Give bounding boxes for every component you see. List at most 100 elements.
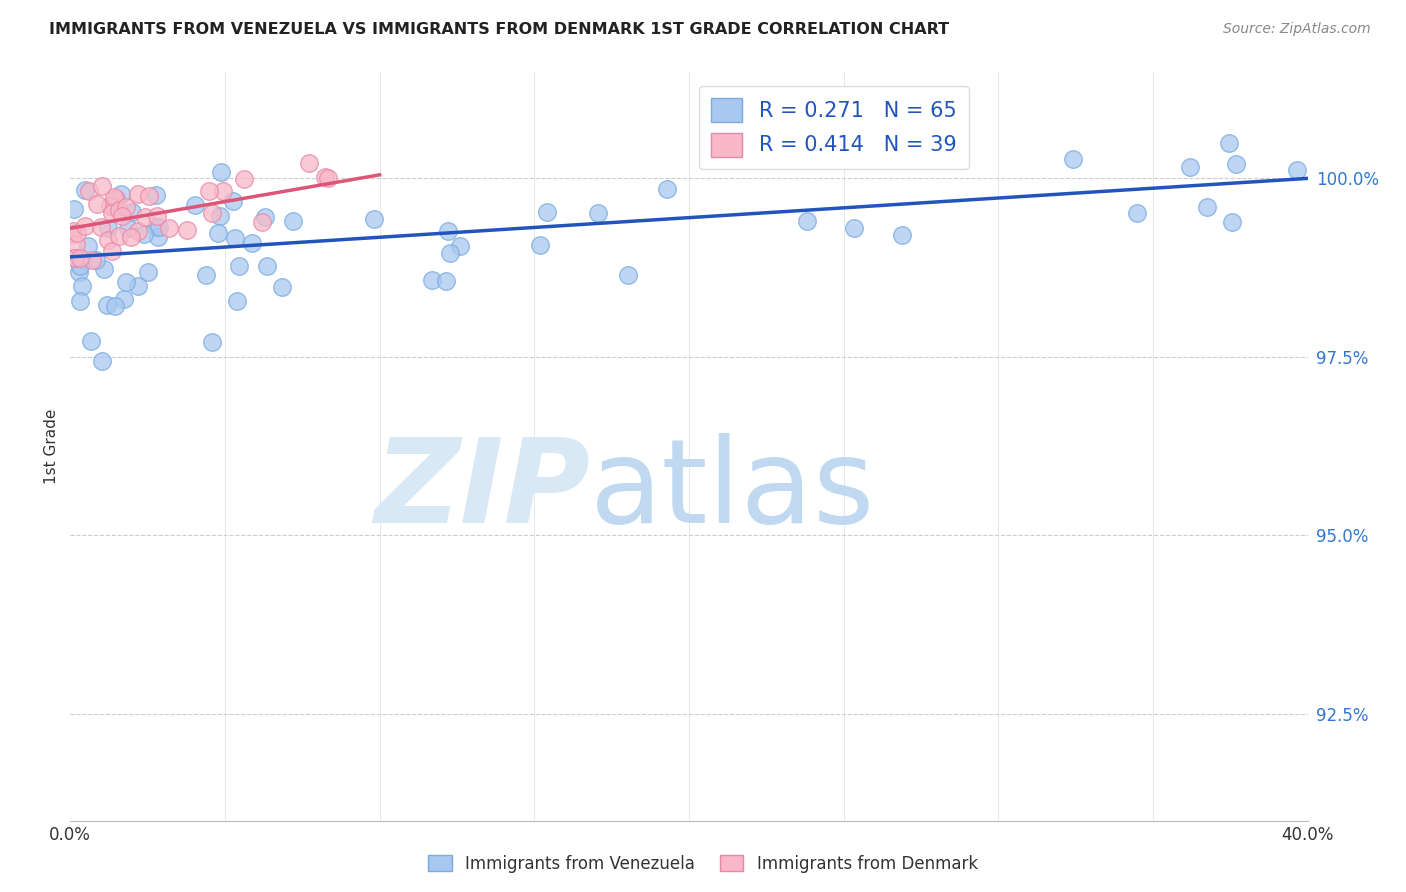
Point: [117, 221, 139, 235]
Point: [145, 219, 167, 234]
Point: [76, 239, 98, 253]
Point: [91, 178, 114, 193]
Point: [226, 293, 249, 308]
Point: [86, 197, 108, 211]
Point: [96, 298, 118, 312]
Point: [252, 214, 274, 228]
Point: [148, 220, 170, 235]
Point: [616, 268, 638, 282]
Point: [1178, 160, 1201, 174]
Point: [134, 211, 156, 225]
Point: [439, 246, 461, 260]
Point: [72, 252, 94, 267]
Point: [298, 155, 321, 169]
Point: [107, 203, 129, 218]
Point: [1225, 157, 1247, 171]
Point: [132, 227, 155, 242]
Point: [201, 334, 224, 349]
Point: [97, 233, 120, 247]
Point: [101, 244, 124, 258]
Point: [201, 206, 224, 220]
Point: [91, 353, 114, 368]
Point: [80, 334, 103, 348]
Point: [796, 213, 818, 227]
Point: [176, 222, 198, 236]
Text: atlas: atlas: [591, 434, 876, 549]
Point: [90, 219, 112, 234]
Point: [434, 274, 457, 288]
Point: [112, 292, 135, 306]
Point: [65, 236, 87, 251]
Point: [208, 209, 231, 223]
Point: [66, 226, 89, 240]
Point: [224, 231, 246, 245]
Point: [115, 276, 138, 290]
Point: [271, 280, 294, 294]
Point: [842, 221, 865, 235]
Point: [240, 235, 263, 250]
Point: [77, 184, 100, 198]
Point: [146, 230, 169, 244]
Point: [1195, 200, 1218, 214]
Point: [80, 253, 103, 268]
Point: [145, 188, 167, 202]
Point: [73, 219, 96, 233]
Point: [138, 188, 160, 202]
Point: [890, 227, 912, 242]
Text: Source: ZipAtlas.com: Source: ZipAtlas.com: [1223, 22, 1371, 37]
Point: [228, 259, 250, 273]
Point: [120, 229, 142, 244]
Point: [69, 251, 91, 265]
Point: [655, 182, 678, 196]
Point: [209, 165, 232, 179]
Legend: R = 0.271   N = 65, R = 0.414   N = 39: R = 0.271 N = 65, R = 0.414 N = 39: [699, 86, 969, 169]
Point: [146, 209, 169, 223]
Point: [100, 199, 122, 213]
Point: [115, 200, 138, 214]
Point: [212, 184, 235, 198]
Point: [1125, 206, 1147, 220]
Point: [232, 172, 254, 186]
Point: [67, 265, 90, 279]
Point: [420, 273, 443, 287]
Point: [72, 279, 94, 293]
Point: [449, 239, 471, 253]
Point: [222, 194, 245, 209]
Point: [69, 260, 91, 274]
Point: [127, 279, 149, 293]
Point: [314, 169, 336, 184]
Point: [63, 251, 86, 265]
Point: [157, 220, 180, 235]
Point: [100, 206, 122, 220]
Point: [253, 211, 276, 225]
Point: [84, 252, 107, 267]
Point: [62, 224, 84, 238]
Point: [97, 221, 120, 235]
Point: [1062, 153, 1084, 167]
Point: [316, 170, 339, 185]
Point: [256, 259, 278, 273]
Point: [363, 211, 385, 226]
Point: [529, 238, 551, 252]
Point: [281, 213, 304, 227]
Y-axis label: 1st Grade: 1st Grade: [44, 409, 59, 483]
Point: [1222, 214, 1244, 228]
Point: [127, 223, 149, 237]
Point: [207, 226, 229, 240]
Point: [93, 262, 115, 277]
Point: [536, 204, 558, 219]
Point: [1218, 136, 1240, 150]
Point: [1285, 163, 1308, 178]
Legend: Immigrants from Venezuela, Immigrants from Denmark: Immigrants from Venezuela, Immigrants fr…: [422, 848, 984, 880]
Point: [194, 268, 217, 282]
Point: [184, 198, 207, 212]
Point: [105, 192, 128, 206]
Text: IMMIGRANTS FROM VENEZUELA VS IMMIGRANTS FROM DENMARK 1ST GRADE CORRELATION CHART: IMMIGRANTS FROM VENEZUELA VS IMMIGRANTS …: [49, 22, 949, 37]
Point: [63, 202, 86, 216]
Point: [127, 187, 149, 202]
Point: [69, 293, 91, 308]
Text: ZIP: ZIP: [374, 434, 591, 549]
Point: [110, 186, 132, 201]
Point: [437, 225, 460, 239]
Point: [103, 190, 125, 204]
